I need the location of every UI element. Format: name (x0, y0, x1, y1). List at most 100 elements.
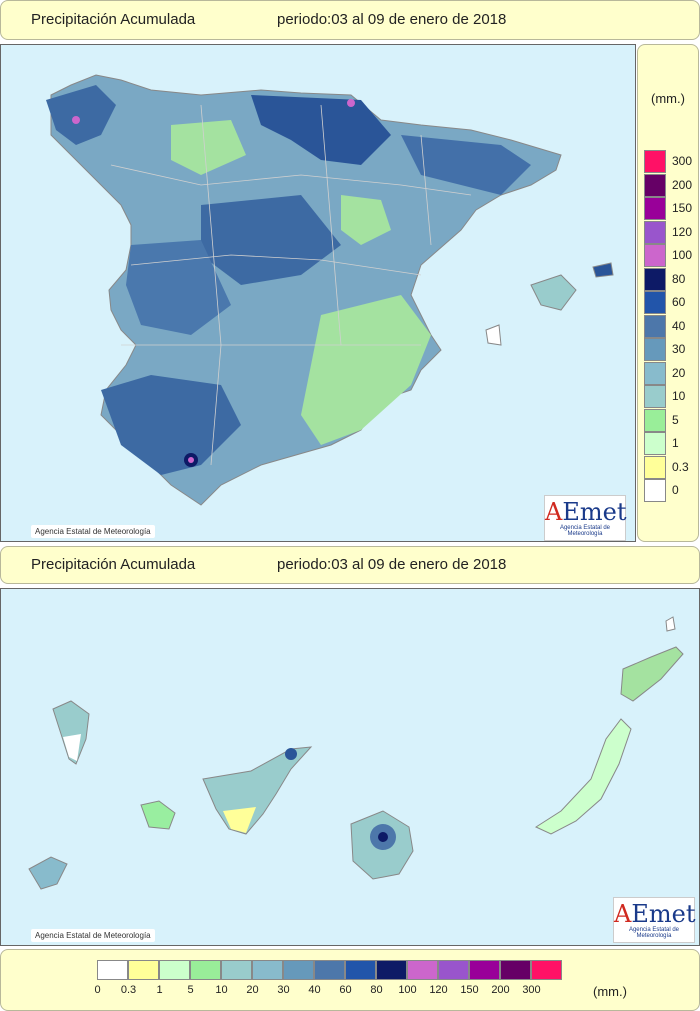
legend-label-10: 10 (672, 389, 686, 403)
hlegend-label-10: 10 (215, 984, 228, 996)
horizontal-legend-unit-label: (mm.) (593, 984, 627, 999)
legend-swatch-0.3 (644, 455, 666, 479)
legend-label-80: 80 (672, 271, 686, 286)
credit-label: Agencia Estatal de Meteorología (31, 525, 155, 538)
canary-aemet-logo-subtitle: Agencia Estatal de Meteorología (628, 927, 680, 939)
hlegend-swatch-60 (345, 960, 376, 980)
precip-zone-centre (201, 195, 341, 285)
precip-zone-northwest (46, 85, 116, 145)
hlegend-label-150: 150 (460, 984, 479, 996)
legend-swatch-200 (644, 173, 666, 197)
hlegend-label-0.3: 0.3 (120, 984, 137, 996)
precip-zone-east-dry (301, 295, 431, 445)
legend-label-300: 300 (672, 154, 693, 168)
map-title: Precipitación Acumulada (31, 11, 196, 28)
precip-spot-pyrenees (347, 99, 355, 107)
legend-swatch-100 (644, 244, 666, 267)
bottom-title-bar: Precipitación Acumulada periodo:03 al 09… (0, 546, 700, 584)
legend-label-5: 5 (672, 412, 679, 427)
precip-zone-ebro (341, 195, 391, 245)
hlegend-label-120: 120 (429, 984, 448, 996)
balearic-ibiza (485, 324, 502, 346)
hlegend-swatch-5 (190, 960, 221, 980)
island-el-hierro (28, 856, 68, 890)
legend-label-40: 40 (672, 318, 686, 333)
legend-label-150: 150 (672, 201, 693, 215)
aemet-logo-text: AEmet (545, 498, 627, 526)
tenerife-anaga-wet (285, 748, 297, 760)
hlegend-label-40: 40 (308, 984, 321, 996)
legend-swatch-60 (644, 291, 666, 314)
precip-zone-northeast (401, 135, 531, 195)
hlegend-label-80: 80 (370, 984, 383, 996)
hlegend-swatch-0.3 (128, 960, 159, 980)
hlegend-swatch-300 (531, 960, 562, 980)
hlegend-label-0: 0 (94, 984, 101, 996)
hlegend-swatch-10 (221, 960, 252, 980)
aemet-logo: AEmet Agencia Estatal de Meteorología (544, 495, 626, 541)
province-boundaries (110, 104, 472, 466)
island-la-palma (52, 700, 90, 765)
hlegend-label-100: 100 (398, 984, 417, 996)
legend-swatch-300 (644, 150, 666, 173)
hlegend-swatch-40 (314, 960, 345, 980)
legend-swatch-120 (644, 220, 666, 244)
hlegend-swatch-100 (407, 960, 438, 980)
hlegend-label-30: 30 (277, 984, 290, 996)
canary-aemet-logo-text: AEmet (614, 900, 696, 928)
hlegend-swatch-80 (376, 960, 407, 980)
island-la-gomera (140, 800, 176, 830)
legend-unit-label: (mm.) (651, 91, 685, 106)
peninsula-map-graphic (46, 74, 614, 506)
canary-islands-map-graphic (28, 616, 684, 890)
horizontal-legend (0, 949, 700, 1011)
legend-swatch-0 (644, 479, 666, 502)
gran-canaria-wet-centre (378, 832, 388, 842)
peninsula-map: Agencia Estatal de Meteorología AEmet Ag… (0, 44, 636, 542)
legend-swatch-5 (644, 408, 666, 432)
legend-label-100: 100 (672, 248, 693, 262)
island-la-palma-dry (63, 734, 81, 761)
hlegend-label-200: 200 (491, 984, 510, 996)
hlegend-label-1: 1 (156, 984, 163, 996)
hlegend-swatch-150 (469, 960, 500, 980)
precip-zone-southwest (101, 375, 241, 475)
legend-label-20: 20 (672, 365, 686, 380)
island-lanzarote (620, 646, 684, 702)
aemet-logo-subtitle: Agencia Estatal de Meteorología (559, 525, 611, 537)
legend-label-200: 200 (672, 177, 693, 192)
precip-zone-north (251, 95, 391, 165)
legend-swatch-10 (644, 385, 666, 408)
hlegend-label-60: 60 (339, 984, 352, 996)
balearic-mallorca (530, 274, 577, 311)
legend-swatch-150 (644, 197, 666, 220)
legend-label-1: 1 (672, 436, 679, 450)
precip-zone-galicia-green (171, 120, 246, 175)
map-period: periodo:03 al 09 de enero de 2018 (277, 11, 507, 28)
canary-aemet-logo: AEmet Agencia Estatal de Meteorología (613, 897, 695, 943)
island-tenerife (202, 746, 313, 835)
legend-swatch-80 (644, 267, 666, 291)
legend-label-0.3: 0.3 (672, 459, 689, 474)
top-title-bar: Precipitación Acumulada periodo:03 al 09… (0, 0, 700, 40)
hlegend-label-300: 300 (522, 984, 541, 996)
canary-map-title: Precipitación Acumulada (31, 556, 196, 573)
precip-spot-cadiz-core (188, 457, 194, 463)
legend-label-120: 120 (672, 224, 693, 239)
legend-label-0: 0 (672, 483, 679, 497)
canary-map-period: periodo:03 al 09 de enero de 2018 (277, 556, 507, 573)
hlegend-swatch-200 (500, 960, 531, 980)
legend-label-30: 30 (672, 342, 686, 356)
hlegend-label-5: 5 (187, 984, 194, 996)
island-fuerteventura (534, 718, 632, 835)
precip-zone-west (126, 240, 231, 335)
precip-spot-rias (72, 116, 80, 124)
canary-islands-map: Agencia Estatal de Meteorología AEmet Ag… (0, 588, 700, 946)
hlegend-swatch-20 (252, 960, 283, 980)
hlegend-swatch-120 (438, 960, 469, 980)
legend-swatch-40 (644, 314, 666, 338)
hlegend-label-20: 20 (246, 984, 259, 996)
canary-credit-label: Agencia Estatal de Meteorología (31, 929, 155, 942)
legend-swatch-1 (644, 432, 666, 455)
island-tenerife-dry (223, 807, 256, 833)
